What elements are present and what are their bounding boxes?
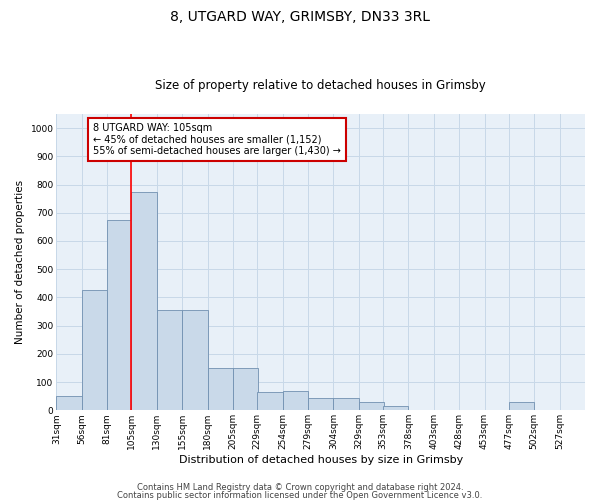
Title: Size of property relative to detached houses in Grimsby: Size of property relative to detached ho… [155, 79, 486, 92]
Text: 8 UTGARD WAY: 105sqm
← 45% of detached houses are smaller (1,152)
55% of semi-de: 8 UTGARD WAY: 105sqm ← 45% of detached h… [94, 123, 341, 156]
Bar [157, 310, 182, 410]
Bar [233, 368, 258, 410]
Bar [257, 392, 283, 410]
Bar [56, 396, 82, 410]
Bar [509, 402, 534, 410]
Bar [107, 220, 133, 410]
Text: Contains public sector information licensed under the Open Government Licence v3: Contains public sector information licen… [118, 490, 482, 500]
Bar [82, 290, 107, 410]
Bar [182, 310, 208, 410]
Bar [308, 398, 334, 410]
Y-axis label: Number of detached properties: Number of detached properties [15, 180, 25, 344]
Bar [383, 406, 409, 410]
Bar [283, 390, 308, 410]
Bar [131, 192, 157, 410]
Text: 8, UTGARD WAY, GRIMSBY, DN33 3RL: 8, UTGARD WAY, GRIMSBY, DN33 3RL [170, 10, 430, 24]
Text: Contains HM Land Registry data © Crown copyright and database right 2024.: Contains HM Land Registry data © Crown c… [137, 484, 463, 492]
Bar [334, 398, 359, 410]
Bar [359, 402, 384, 410]
Bar [208, 368, 233, 410]
X-axis label: Distribution of detached houses by size in Grimsby: Distribution of detached houses by size … [179, 455, 463, 465]
